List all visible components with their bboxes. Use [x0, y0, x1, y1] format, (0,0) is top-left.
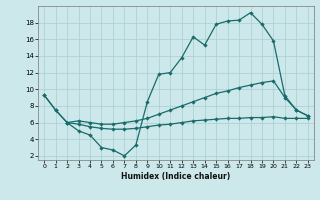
- X-axis label: Humidex (Indice chaleur): Humidex (Indice chaleur): [121, 172, 231, 181]
